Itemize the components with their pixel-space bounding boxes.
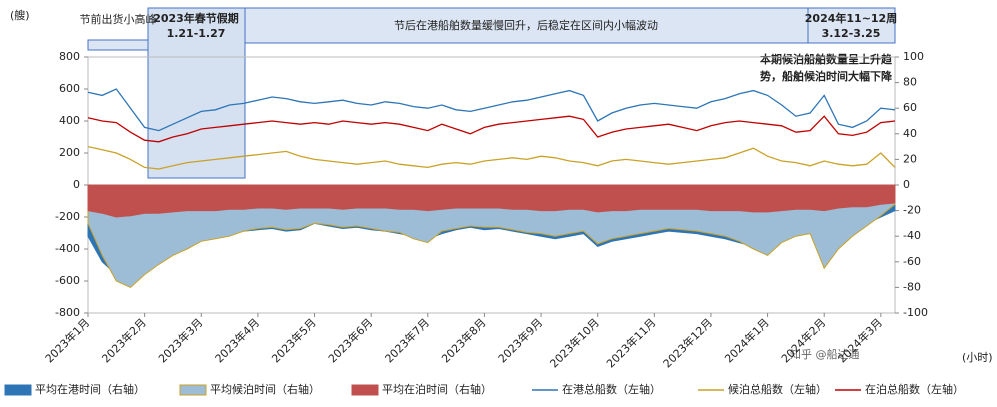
area: [87, 184, 896, 218]
annotation: 本期候泊船舶数量呈上升趋: [760, 52, 893, 66]
x-tick-label: 2023年8月: [438, 315, 488, 365]
y-tick-label: -600: [55, 274, 80, 287]
y-tick-label: 800: [59, 50, 80, 63]
legend-swatch: [179, 384, 207, 396]
right-unit: (小时): [962, 351, 993, 364]
left-unit: (艘): [10, 8, 30, 22]
bracket: [87, 39, 149, 51]
x-tick-label: 2023年4月: [212, 315, 262, 365]
x-tick-label: 2023年1月: [42, 315, 92, 365]
annotation: 1.21-1.27: [167, 27, 226, 40]
y-tick-label: -800: [55, 306, 80, 319]
x-tick-label: 2023年7月: [382, 315, 432, 365]
legend-swatch: [4, 384, 32, 396]
x-tick-label: 2023年2月: [99, 315, 149, 365]
y2-tick-label: -100: [903, 306, 928, 319]
area: [87, 184, 896, 288]
y-tick-label: 600: [59, 82, 80, 95]
x-tick-label: 2023年10月: [547, 315, 602, 370]
y-tick-label: -400: [55, 242, 80, 255]
line: [87, 145, 896, 170]
y2-tick-label: 80: [903, 76, 917, 89]
x-tick-label: 2023年11月: [603, 315, 658, 370]
y-tick-label: -200: [55, 210, 80, 223]
legend-label: 在泊总船数（左轴）: [865, 382, 964, 396]
x-tick-label: 2023年6月: [325, 315, 375, 365]
legend-label: 平均在泊时间（右轴）: [382, 382, 492, 396]
annotation: 节后在港船舶数量缓慢回升，后稳定在区间内小幅波动: [394, 18, 658, 32]
y-tick-label: 400: [59, 114, 80, 127]
line: [87, 115, 896, 143]
legend-label: 平均在港时间（右轴）: [35, 382, 145, 396]
y-tick-label: 200: [59, 146, 80, 159]
annotation: 势，船舶候泊时间大幅下降: [760, 69, 893, 83]
annotation: 2024年11~12周: [805, 11, 897, 25]
x-tick-label: 2023年12月: [660, 315, 715, 370]
legend-label: 在港总船数（左轴）: [562, 382, 661, 396]
legend-label: 候泊总船数（左轴）: [728, 382, 827, 396]
y2-tick-label: 0: [903, 178, 910, 191]
x-tick-label: 2023年9月: [495, 315, 545, 365]
x-tick-label: 2023年3月: [155, 315, 205, 365]
legend-swatch: [351, 384, 379, 396]
y2-tick-label: -80: [903, 280, 921, 293]
annotation: 节前出货小高峰: [80, 12, 157, 26]
y2-tick-label: -60: [903, 255, 921, 268]
watermark: 知乎 @船达通: [790, 347, 860, 361]
y2-tick-label: 20: [903, 152, 917, 165]
y2-tick-label: 60: [903, 101, 917, 114]
y2-tick-label: -20: [903, 204, 921, 217]
x-tick-label: 2024年1月: [722, 315, 772, 365]
legend-label: 平均候泊时间（右轴）: [210, 382, 320, 396]
annotation: 2023年春节假期: [153, 11, 239, 25]
after-box: [244, 7, 809, 44]
annotation: 3.12-3.25: [822, 27, 881, 40]
line: [87, 88, 896, 132]
weeks-box: [807, 7, 896, 44]
x-tick-label: 2023年5月: [269, 315, 319, 365]
holiday-box: [147, 7, 246, 179]
y2-tick-label: 40: [903, 127, 917, 140]
y-tick-label: 0: [73, 178, 80, 191]
y2-tick-label: 100: [903, 50, 924, 63]
y2-tick-label: -40: [903, 229, 921, 242]
